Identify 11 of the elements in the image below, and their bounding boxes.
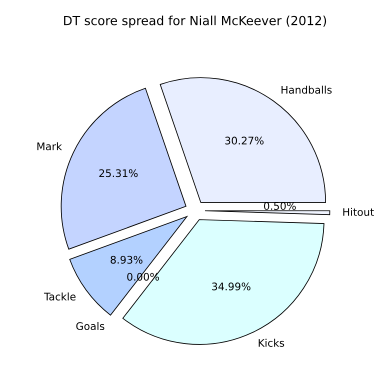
data-label: 25.31% [99,169,138,178]
category-label: Goals [76,322,104,330]
data-label: 8.93% [110,256,142,264]
data-label: 30.27% [225,136,264,145]
slice-label: Tackle [44,292,76,301]
slice-label: Handballs [282,86,332,94]
chart-title: DT score spread for Niall McKeever (2012) [64,16,326,28]
data-label: 34.99% [212,282,250,290]
slice-label: Mark [37,142,62,150]
slice-label: Hitout [343,208,374,216]
slice-label: Kicks [258,338,284,347]
